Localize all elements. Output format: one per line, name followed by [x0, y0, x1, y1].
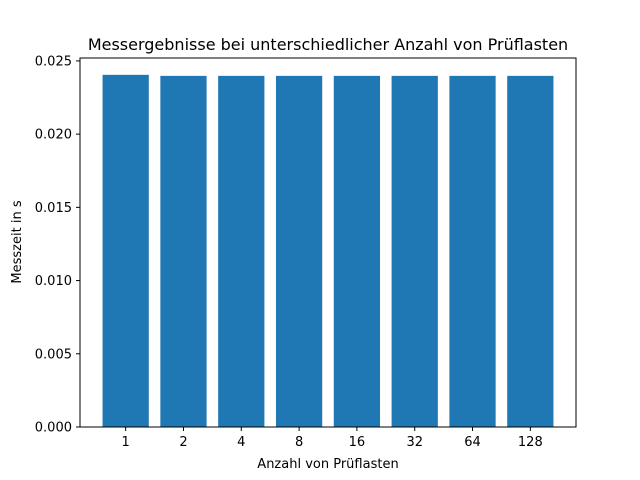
- y-axis-label: Messzeit in s: [10, 200, 25, 283]
- x-tick-label-2: 2: [179, 435, 187, 450]
- bar-64: [449, 75, 496, 428]
- bars-group: [102, 74, 554, 428]
- x-tick-label-16: 16: [349, 435, 366, 450]
- bar-32: [391, 75, 438, 428]
- bar-1: [102, 74, 149, 427]
- x-tick-label-8: 8: [295, 435, 303, 450]
- x-tick-label-64: 64: [464, 435, 481, 450]
- x-axis-label: Anzahl von Prüflasten: [257, 457, 398, 472]
- bar-8: [275, 75, 323, 428]
- chart-title: Messergebnisse bei unterschiedlicher Anz…: [88, 35, 568, 54]
- x-tick-label-4: 4: [237, 435, 245, 450]
- y-tick-label-0.025: 0.025: [35, 54, 72, 69]
- x-tick-label-32: 32: [406, 435, 423, 450]
- bar-4: [218, 75, 265, 428]
- y-tick-label-0.000: 0.000: [35, 421, 72, 436]
- bar-128: [507, 75, 554, 428]
- y-tick-label-0.005: 0.005: [35, 347, 72, 362]
- x-tick-label-1: 1: [122, 435, 130, 450]
- y-tick-label-0.015: 0.015: [35, 201, 72, 216]
- y-axis: 0.000 0.005 0.010 0.015 0.020 0.025: [35, 54, 80, 436]
- x-tick-label-128: 128: [518, 435, 543, 450]
- bar-2: [160, 75, 207, 428]
- y-tick-label-0.010: 0.010: [35, 274, 72, 289]
- y-tick-label-0.020: 0.020: [35, 128, 72, 143]
- bar-16: [333, 75, 381, 428]
- plot-frame: [79, 57, 577, 428]
- x-axis: 1 2 4 8 16 32 64 128: [122, 427, 543, 450]
